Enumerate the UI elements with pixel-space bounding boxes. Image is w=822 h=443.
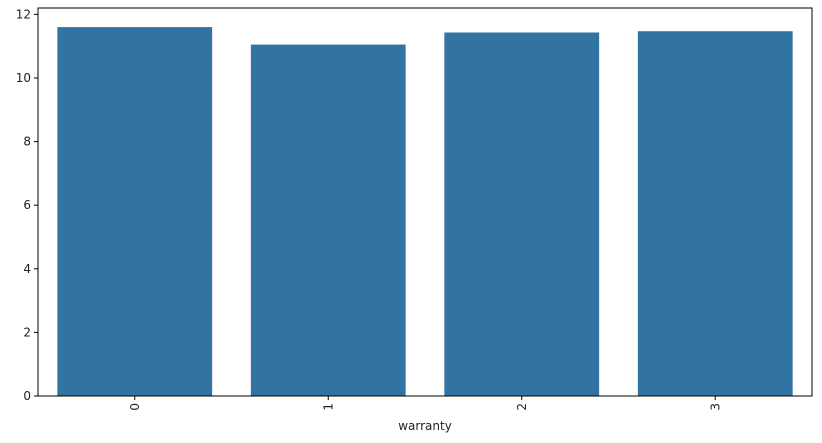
plot-frame [37,7,813,397]
x-tick-label: 0 [128,403,142,411]
y-tick-label: 8 [23,135,31,149]
bar-3 [637,31,793,396]
bars-group [57,27,793,397]
y-tick-label: 6 [23,198,31,212]
y-tick-label: 4 [23,262,31,276]
bar-0 [57,27,213,396]
bar-2 [444,32,600,396]
x-tick-label: 2 [515,403,529,411]
y-tick-label: 2 [23,325,31,339]
x-tick-label: 3 [708,403,722,411]
y-tick-label: 12 [16,7,31,21]
x-axis-label: warranty [398,419,452,433]
bar-1 [250,44,406,397]
y-tick-label: 0 [23,389,31,403]
x-axis-ticks: 0 1 2 3 [128,396,722,411]
x-tick-label: 1 [321,403,335,411]
y-axis-ticks: 0 2 4 6 8 10 12 [16,7,38,403]
y-tick-label: 10 [16,71,31,85]
